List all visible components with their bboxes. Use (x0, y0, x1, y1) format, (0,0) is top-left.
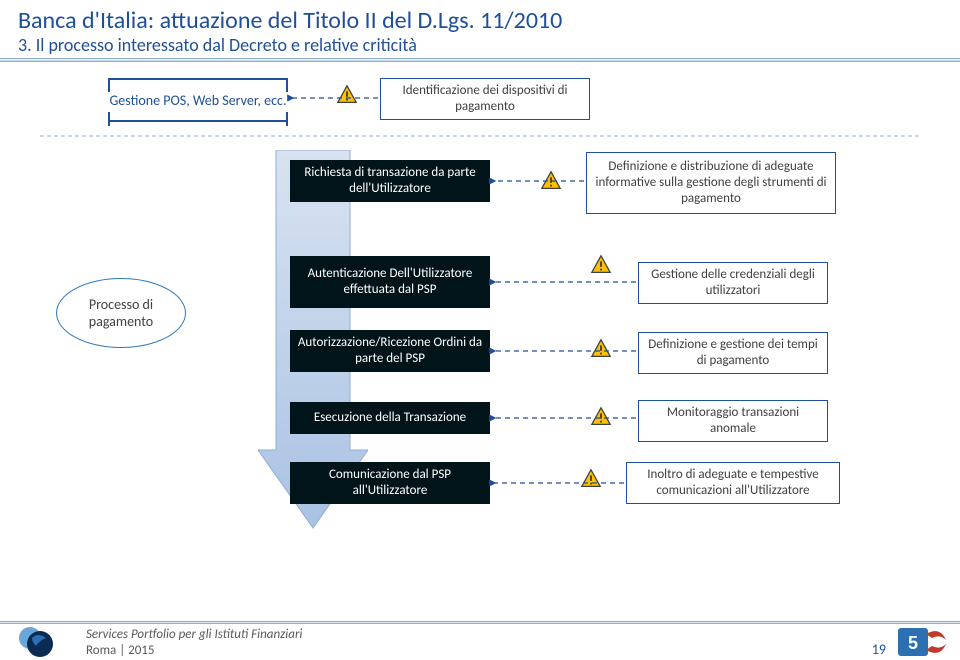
diagram-area: Gestione POS, Web Server, ecc. Processo … (0, 64, 960, 624)
footer-line1: Services Portfolio per gli Istituti Fina… (86, 627, 302, 642)
footer-divider (0, 621, 960, 624)
footer-line2: Roma | 2015 (86, 643, 154, 658)
page-title-line1: Banca d'Italia: attuazione del Titolo II… (18, 6, 562, 35)
connectors (0, 64, 960, 624)
page-title-line2: 3. Il processo interessato dal Decreto e… (18, 34, 417, 56)
logo-right: 5 (896, 624, 948, 660)
logo-left (14, 624, 74, 660)
title-divider (0, 58, 960, 62)
page-number: 19 (872, 641, 886, 658)
svg-text:5: 5 (908, 633, 918, 653)
